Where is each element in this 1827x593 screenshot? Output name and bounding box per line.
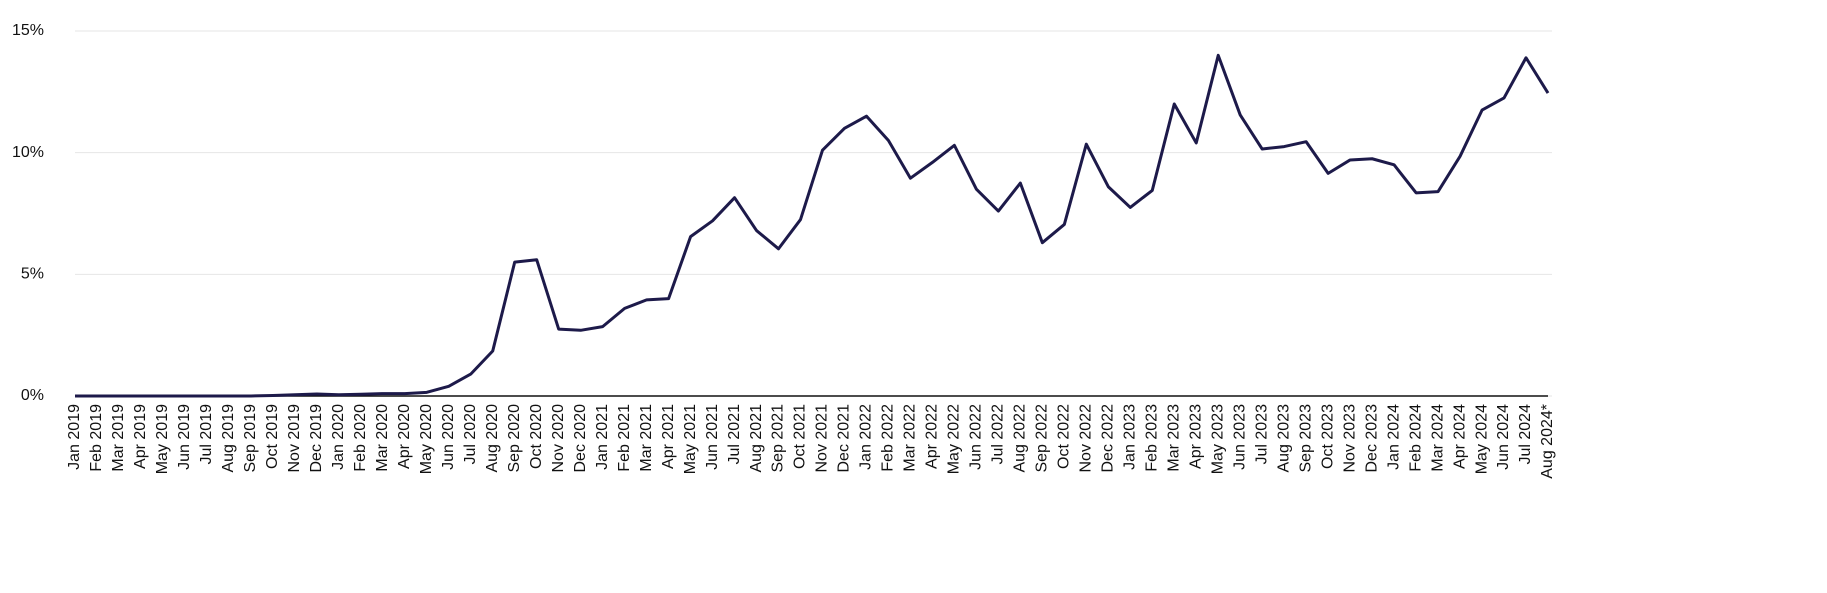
x-tick-label: Feb 2019 [88, 404, 105, 472]
y-tick-label: 0% [21, 387, 44, 404]
x-tick-label: Nov 2022 [1078, 404, 1095, 473]
x-tick-label: Mar 2020 [374, 404, 391, 472]
x-tick-label: Apr 2024 [1451, 404, 1468, 469]
x-tick-label: Dec 2020 [572, 404, 589, 473]
x-tick-label: Aug 2021 [748, 404, 765, 473]
x-tick-label: Jul 2021 [726, 404, 743, 465]
x-tick-label: Jan 2023 [1122, 404, 1139, 470]
x-tick-label: Jun 2024 [1495, 404, 1512, 470]
x-tick-label: Apr 2020 [396, 404, 413, 469]
x-tick-label: Nov 2023 [1341, 404, 1358, 473]
line [75, 53, 1550, 398]
x-tick-label: Sep 2022 [1034, 404, 1051, 473]
x-tick-label: Jan 2022 [858, 404, 875, 470]
x-tick-label: Jun 2022 [968, 404, 985, 470]
x-tick-label: Sep 2023 [1297, 404, 1314, 473]
x-tick-label: Feb 2024 [1407, 404, 1424, 472]
x-tick-label: Sep 2021 [770, 404, 787, 473]
x-tick-label: Feb 2020 [352, 404, 369, 472]
x-tick-label: Dec 2022 [1100, 404, 1117, 473]
x-tick-label: Mar 2022 [902, 404, 919, 472]
x-tick-label: Feb 2022 [880, 404, 897, 472]
x-tick-label: May 2024 [1473, 404, 1490, 474]
x-tick-label: Jan 2019 [66, 404, 83, 470]
x-tick-label: Sep 2019 [242, 404, 259, 473]
x-tick-label: Jul 2022 [990, 404, 1007, 465]
x-tick-label: Mar 2024 [1429, 404, 1446, 472]
y-tick-label: 15% [12, 22, 44, 39]
x-tick-label: Nov 2019 [286, 404, 303, 473]
x-tick-label: Feb 2021 [616, 404, 633, 472]
x-tick-label: Apr 2021 [660, 404, 677, 469]
x-tick-label: Oct 2023 [1319, 404, 1336, 469]
x-tick-label: Jan 2021 [594, 404, 611, 470]
x-tick-label: Apr 2022 [924, 404, 941, 469]
x-tick-label: Oct 2021 [792, 404, 809, 469]
x-tick-label: Jan 2020 [330, 404, 347, 470]
x-tick-label: Aug 2024* [1539, 404, 1556, 479]
x-tick-label: Oct 2022 [1056, 404, 1073, 469]
x-tick-label: Mar 2019 [110, 404, 127, 472]
x-tick-label: Jun 2019 [176, 404, 193, 470]
x-tick-label: Jul 2020 [462, 404, 479, 465]
x-tick-label: May 2019 [154, 404, 171, 474]
x-tick-label: Jul 2024 [1517, 404, 1534, 465]
x-tick-label: Aug 2020 [484, 404, 501, 473]
x-tick-label: Dec 2021 [836, 404, 853, 473]
x-tick-label: May 2023 [1209, 404, 1226, 474]
x-tick-label: Dec 2023 [1363, 404, 1380, 473]
x-tick-label: Aug 2019 [220, 404, 237, 473]
x-tick-label: Sep 2020 [506, 404, 523, 473]
x-tick-label: May 2022 [946, 404, 963, 474]
x-tick-label: Jun 2020 [440, 404, 457, 470]
x-tick-label: Mar 2023 [1165, 404, 1182, 472]
x-tick-label: Apr 2019 [132, 404, 149, 469]
x-tick-label: Dec 2019 [308, 404, 325, 473]
x-tick-label: Jul 2019 [198, 404, 215, 465]
x-tick-label: Aug 2022 [1012, 404, 1029, 473]
x-tick-label: May 2021 [682, 404, 699, 474]
x-tick-label: Mar 2021 [638, 404, 655, 472]
x-tick-label: Nov 2021 [814, 404, 831, 473]
x-tick-label: Jul 2023 [1253, 404, 1270, 465]
x-tick-label: Nov 2020 [550, 404, 567, 473]
x-tick-label: Aug 2023 [1275, 404, 1292, 473]
x-tick-label: Jan 2024 [1385, 404, 1402, 470]
x-tick-label: Feb 2023 [1143, 404, 1160, 472]
x-tick-label: Jun 2023 [1231, 404, 1248, 470]
x-tick-label: May 2020 [418, 404, 435, 474]
x-tick-label: Apr 2023 [1187, 404, 1204, 469]
y-tick-label: 10% [12, 144, 44, 161]
y-tick-label: 5% [21, 266, 44, 283]
x-tick-label: Jun 2021 [704, 404, 721, 470]
x-tick-label: Oct 2020 [528, 404, 545, 469]
x-tick-label: Oct 2019 [264, 404, 281, 469]
